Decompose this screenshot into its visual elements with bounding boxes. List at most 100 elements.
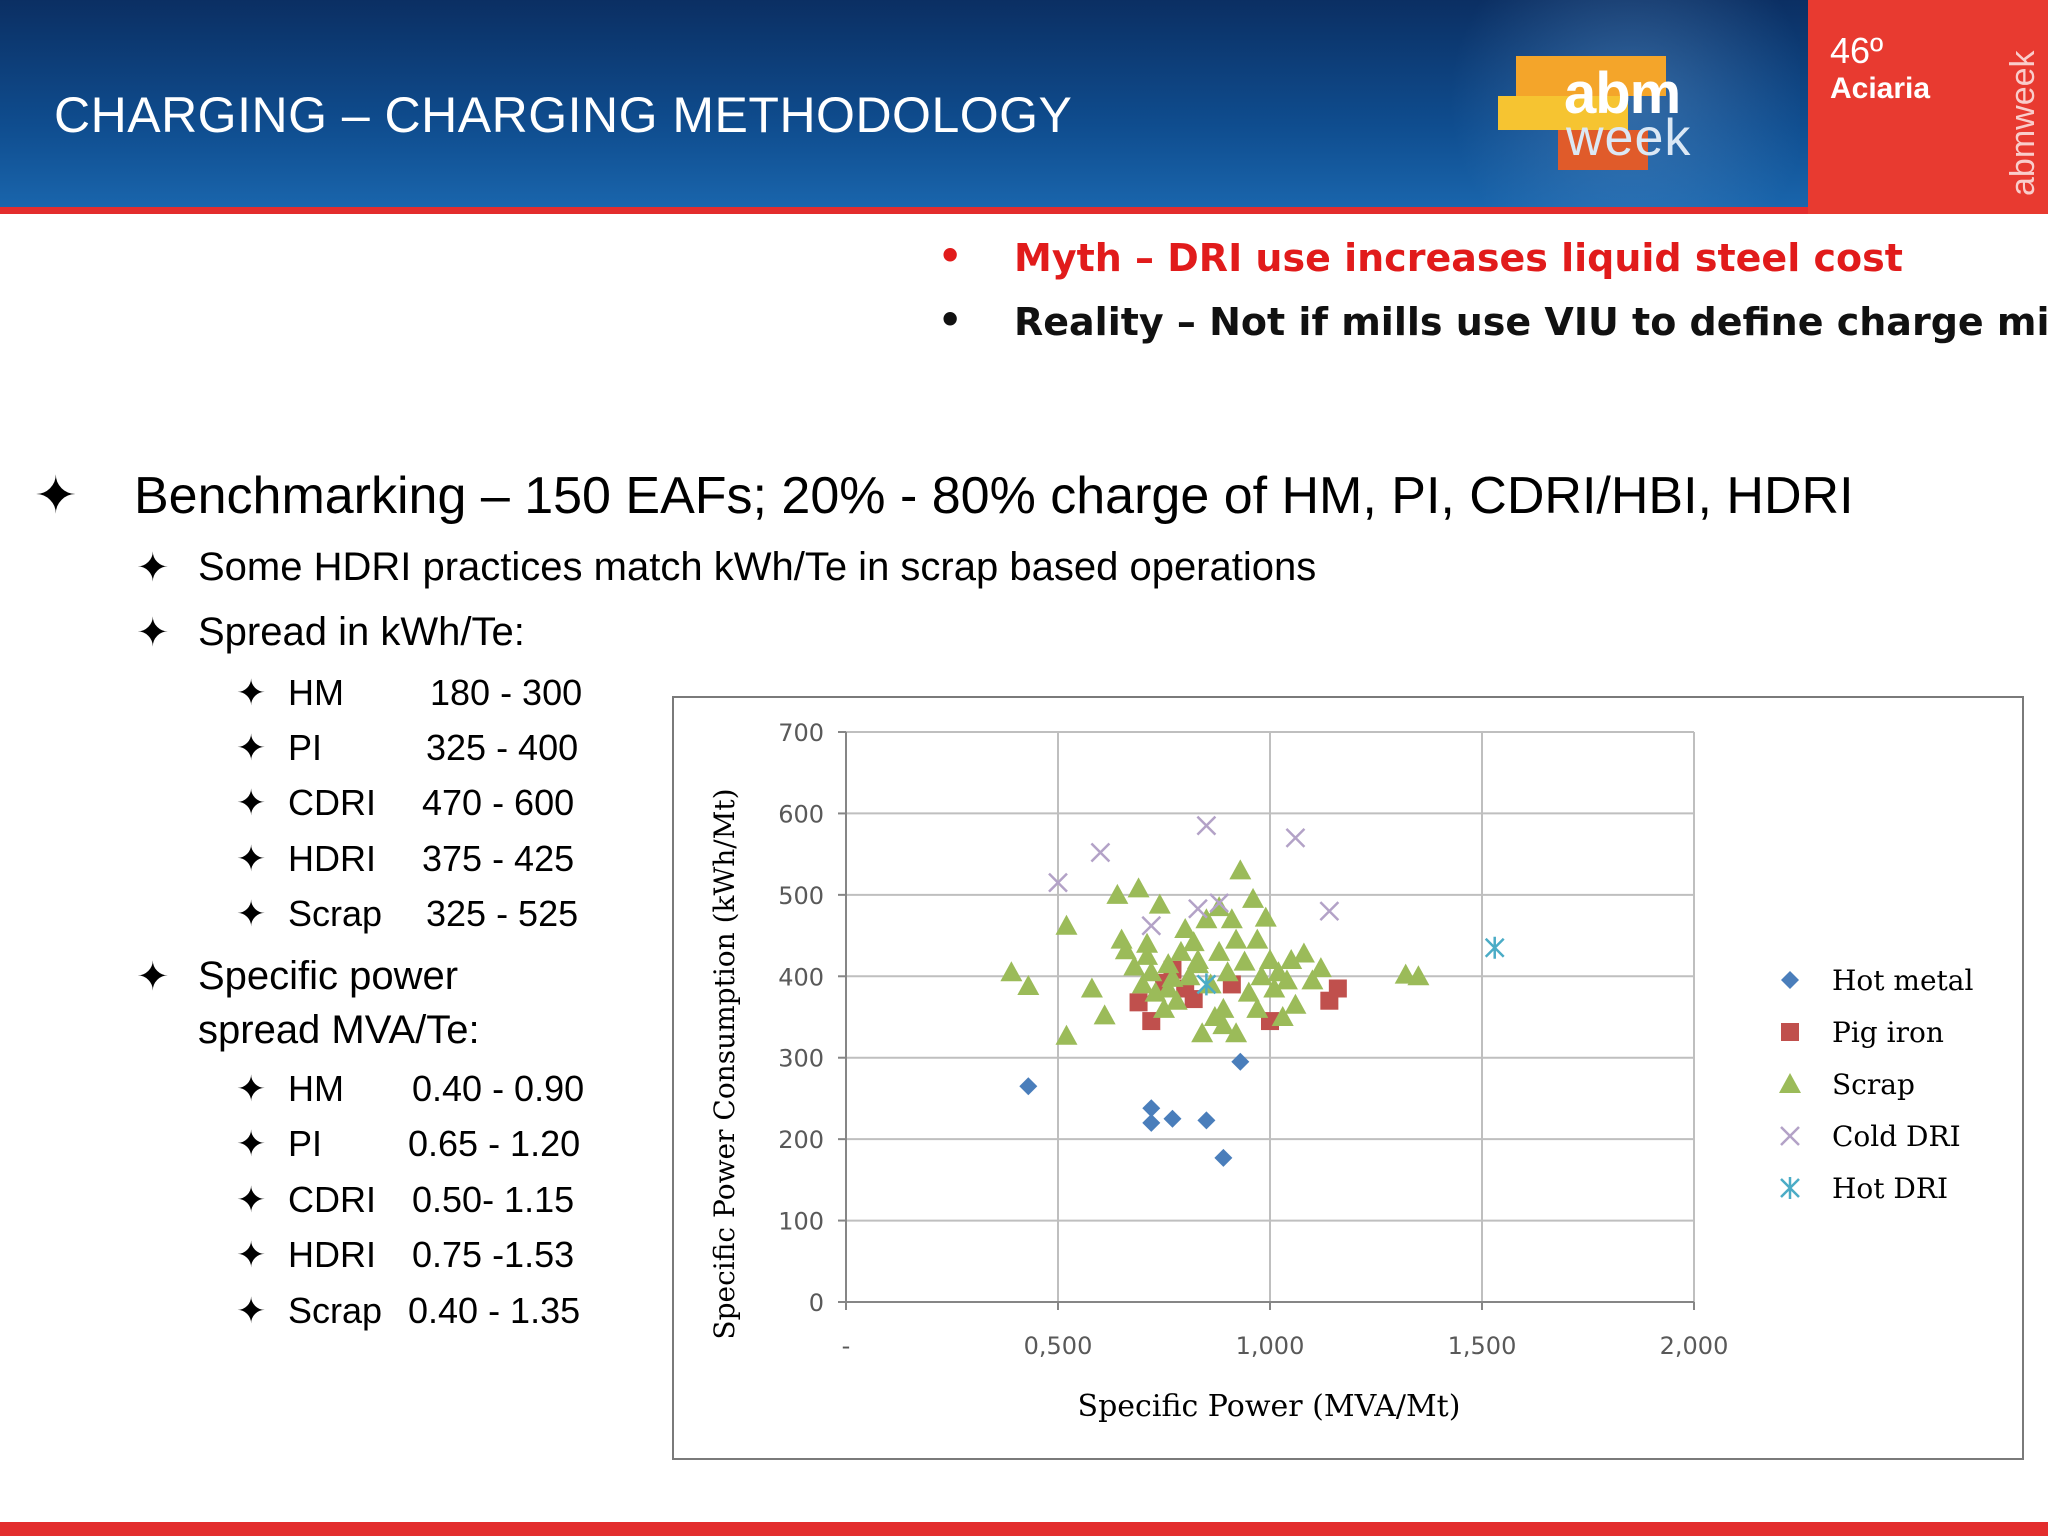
scrap-point: [1250, 965, 1273, 986]
x-tick-label: 1,000: [1236, 1332, 1305, 1360]
kwh-label-pi: PI: [288, 727, 323, 768]
star-bullet: ✦: [34, 467, 78, 525]
hot-metal-point: [1142, 1113, 1161, 1132]
sub-point-hdri: Some HDRI practices match kWh/Te in scra…: [198, 545, 1317, 589]
scrap-point: [1407, 965, 1430, 986]
scrap-legend-label: Scrap: [1832, 1068, 1915, 1101]
scrap-point: [1123, 955, 1146, 976]
sub-point-kwh-spread: Spread in kWh/Te:: [198, 610, 525, 654]
sub-point-power-line2: spread MVA/Te:: [198, 1008, 480, 1052]
star-bullet: ✦: [236, 727, 267, 768]
cold-dri-legend-label: Cold DRI: [1832, 1120, 1961, 1153]
scrap-point: [1055, 914, 1078, 935]
scatter-chart: 0 100 200 300 400 500 600 700 - 0,500 1,000 1,500 2,…: [672, 696, 2024, 1460]
scrap-point: [1259, 949, 1281, 969]
hot-dri-point: [1196, 973, 1217, 996]
scrap-point: [1242, 887, 1265, 908]
hot-dri-point: [1484, 936, 1505, 959]
chart-points: [1000, 815, 1505, 1167]
mva-value-hm: 0.40 - 0.90: [412, 1068, 585, 1109]
star-bullet: ✦: [136, 611, 170, 655]
hot-metal-point: [1214, 1148, 1233, 1167]
logo-text-week: week: [1566, 109, 1692, 167]
kwh-value-cdri: 470 - 600: [422, 782, 575, 823]
footer-divider: [0, 1522, 2048, 1536]
kwh-value-hm: 180 - 300: [430, 672, 583, 713]
x-tick-label: 2,000: [1660, 1332, 1729, 1360]
cold-dri-point: [1285, 827, 1306, 848]
hot-metal-point: [1163, 1109, 1182, 1128]
scrap-point: [1208, 896, 1231, 917]
scatter-chart-svg: 0 100 200 300 400 500 600 700 - 0,500 1,000 1,500 2,…: [708, 719, 1973, 1424]
star-bullet: ✦: [236, 1179, 267, 1220]
scrap-point: [1017, 975, 1040, 996]
hot-metal-legend-marker: [1781, 971, 1799, 989]
scrap-point: [1165, 989, 1188, 1010]
x-tick-label: 0,500: [1024, 1332, 1093, 1360]
scrap-point: [1309, 957, 1332, 978]
hot-metal-point: [1197, 1111, 1216, 1130]
y-tick-label: 300: [778, 1045, 824, 1073]
vertical-brand-text: abmweek: [2004, 50, 2042, 196]
mva-value-cdri: 0.50- 1.15: [412, 1179, 575, 1220]
pig-iron-legend-label: Pig iron: [1832, 1016, 1944, 1049]
cold-dri-legend-marker: [1780, 1126, 1800, 1146]
scrap-point: [1140, 961, 1163, 982]
scrap-point: [1131, 973, 1154, 994]
scrap-point: [1106, 883, 1129, 904]
logo-bar-yellow: [1498, 96, 1628, 130]
scrap-point: [1263, 977, 1286, 998]
abm-week-logo: abm week: [1498, 30, 1778, 180]
y-tick-label: 500: [778, 882, 824, 910]
star-bullet: ✦: [236, 672, 267, 713]
mva-label-cdri: CDRI: [288, 1179, 376, 1220]
scrap-point: [1186, 953, 1209, 974]
scrap-point: [1136, 944, 1159, 965]
scrap-point: [1212, 1014, 1235, 1035]
scrap-point: [1174, 918, 1197, 939]
scrap-point: [1157, 977, 1180, 998]
logo-text-abm: abm: [1564, 61, 1681, 126]
scrap-point: [1199, 973, 1222, 994]
chart-axes: 0 100 200 300 400 500 600 700 - 0,500 1,000 1,500 2,…: [778, 719, 1728, 1360]
scrap-point: [1301, 969, 1324, 990]
scrap-point: [1292, 942, 1315, 963]
scrap-point: [1225, 928, 1248, 949]
cold-dri-point: [1141, 915, 1162, 936]
kwh-label-scrap: Scrap: [288, 893, 383, 934]
scrap-point: [1182, 931, 1205, 952]
scrap-point: [1208, 940, 1231, 961]
myth-text: Myth – DRI use increases liquid steel co…: [1014, 236, 1903, 280]
bullet-dot: •: [938, 234, 963, 278]
scrap-point: [1080, 977, 1103, 998]
scrap-point: [1284, 993, 1307, 1014]
star-bullet: ✦: [236, 1123, 267, 1164]
scrap-point: [1169, 940, 1192, 961]
cold-dri-point: [1209, 893, 1230, 913]
y-tick-label: 600: [778, 800, 824, 828]
cold-dri-point: [1090, 842, 1111, 863]
scrap-point: [1246, 997, 1269, 1018]
star-bullet: ✦: [136, 546, 170, 590]
mva-label-pi: PI: [288, 1123, 323, 1164]
event-edition: 46º: [1830, 30, 1884, 71]
y-axis-title: Specific Power Consumption (kWh/Mt): [708, 788, 741, 1339]
scrap-point: [1114, 939, 1137, 960]
scrap-point: [1229, 859, 1252, 880]
y-tick-label: 200: [778, 1126, 824, 1154]
cold-dri-point: [1196, 815, 1217, 836]
logo-bar-red: [1558, 130, 1648, 170]
cold-dri-point: [1048, 872, 1068, 893]
star-bullet: ✦: [236, 1234, 267, 1275]
scrap-point: [1246, 928, 1269, 949]
scrap-point: [1212, 997, 1235, 1018]
scrap-point: [1093, 1004, 1116, 1025]
scrap-point: [1195, 908, 1218, 929]
scrap-point: [1157, 953, 1180, 974]
y-tick-label: 400: [778, 963, 824, 991]
slide-header: [0, 0, 2048, 210]
scrap-point: [1000, 961, 1023, 982]
sub-point-power-line1: Specific power: [198, 954, 459, 998]
cold-dri-point: [1188, 898, 1208, 919]
hot-dri-legend-label: Hot DRI: [1832, 1172, 1948, 1205]
